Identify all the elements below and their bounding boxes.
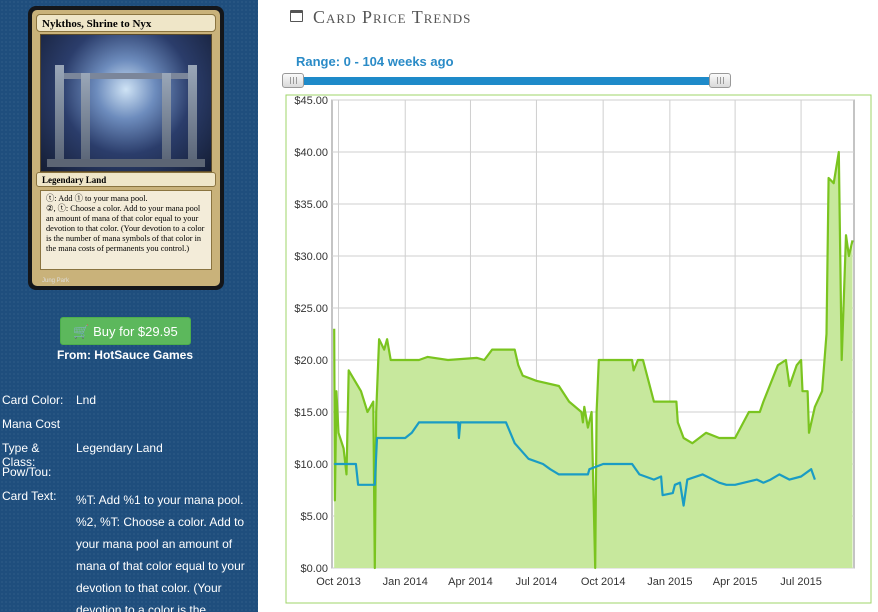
y-tick-label: $35.00: [294, 199, 328, 211]
slider-range-fill: [296, 77, 717, 85]
y-tick-label: $0.00: [300, 563, 328, 575]
card-text-value: %T: Add %1 to your mana pool. %2, %T: Ch…: [76, 493, 245, 612]
card-rule-1: ⓣ: Add ① to your mana pool.: [46, 194, 148, 203]
calendar-icon: [290, 10, 303, 22]
y-tick-label: $15.00: [294, 407, 328, 419]
range-label: Range: 0 - 104 weeks ago: [296, 54, 454, 69]
y-tick-label: $25.00: [294, 303, 328, 315]
page-title: Card Price Trends: [313, 7, 472, 27]
card-name: Nykthos, Shrine to Nyx: [36, 14, 216, 32]
card-rule-2: ②, ⓣ: Choose a color. Add to your mana p…: [46, 204, 205, 253]
buy-button-label: Buy for $29.95: [93, 324, 178, 339]
card-frame: Nykthos, Shrine to Nyx Legendary Land ⓣ:…: [32, 10, 220, 286]
x-tick-label: Jul 2015: [780, 576, 822, 588]
x-tick-label: Jan 2014: [383, 576, 428, 588]
y-tick-label: $10.00: [294, 459, 328, 471]
y-tick-label: $20.00: [294, 355, 328, 367]
sidebar: Nykthos, Shrine to Nyx Legendary Land ⓣ:…: [0, 0, 258, 612]
card-text-label: Card Text:: [2, 489, 57, 503]
card-rules-text: ⓣ: Add ① to your mana pool. ②, ⓣ: Choose…: [40, 190, 212, 270]
card-color-value: Lnd: [76, 393, 97, 407]
pow-tou-label: Pow/Tou:: [2, 465, 52, 479]
x-tick-label: Jul 2014: [516, 576, 558, 588]
y-tick-label: $45.00: [294, 95, 328, 107]
slider-handle-min[interactable]: [282, 73, 304, 88]
card-artist: Jung Park: [42, 278, 70, 284]
price-trend-chart: $0.00 $5.00 $10.00 $15.00 $20.00 $25.00 $30.00…: [285, 94, 872, 604]
buy-button[interactable]: 🛒 Buy for $29.95: [60, 317, 191, 345]
mana-cost-label: Mana Cost: [2, 417, 61, 431]
seller-label: From: HotSauce Games: [56, 348, 194, 362]
series-area-green: [334, 152, 853, 568]
x-tick-label: Oct 2013: [316, 576, 361, 588]
series-line-green: [333, 150, 854, 570]
card-image[interactable]: Nykthos, Shrine to Nyx Legendary Land ⓣ:…: [28, 6, 224, 290]
type-class-value: Legendary Land: [76, 441, 163, 455]
x-tick-label: Oct 2014: [581, 576, 626, 588]
card-color-label: Card Color:: [2, 393, 64, 407]
type-class-label: Type & Class:: [2, 441, 40, 469]
y-tick-label: $5.00: [300, 511, 328, 523]
range-slider[interactable]: [282, 73, 731, 88]
card-art-shrine: [40, 34, 212, 172]
card-type-line: Legendary Land: [36, 172, 216, 187]
y-tick-label: $40.00: [294, 147, 328, 159]
slider-handle-max[interactable]: [709, 73, 731, 88]
series-line-blue: [334, 421, 816, 507]
x-tick-label: Jan 2015: [647, 576, 692, 588]
x-tick-label: Apr 2014: [448, 576, 493, 588]
y-tick-label: $30.00: [294, 251, 328, 263]
x-tick-label: Apr 2015: [713, 576, 758, 588]
cart-icon: 🛒: [73, 324, 90, 339]
